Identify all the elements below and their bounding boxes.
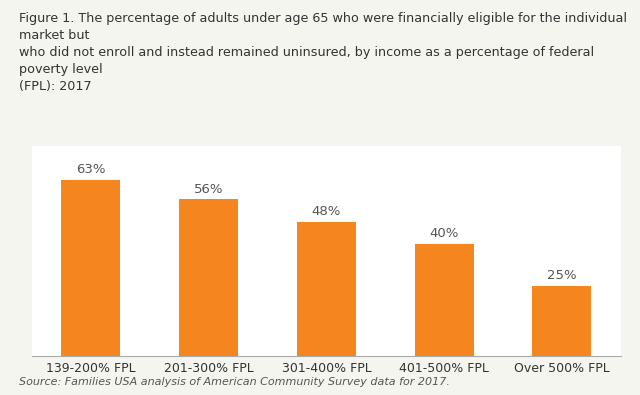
Text: 48%: 48% bbox=[312, 205, 341, 218]
Text: Source: Families USA analysis of American Community Survey data for 2017.: Source: Families USA analysis of America… bbox=[19, 377, 450, 387]
Bar bbox=[297, 222, 356, 356]
Bar bbox=[61, 180, 120, 356]
Text: Figure 1. The percentage of adults under age 65 who were financially eligible fo: Figure 1. The percentage of adults under… bbox=[19, 12, 627, 93]
Text: 56%: 56% bbox=[194, 183, 223, 196]
Bar bbox=[415, 244, 474, 356]
Bar bbox=[179, 199, 238, 356]
Text: 40%: 40% bbox=[429, 228, 459, 241]
Bar bbox=[532, 286, 591, 356]
Text: 63%: 63% bbox=[76, 163, 106, 176]
Text: 25%: 25% bbox=[547, 269, 577, 282]
